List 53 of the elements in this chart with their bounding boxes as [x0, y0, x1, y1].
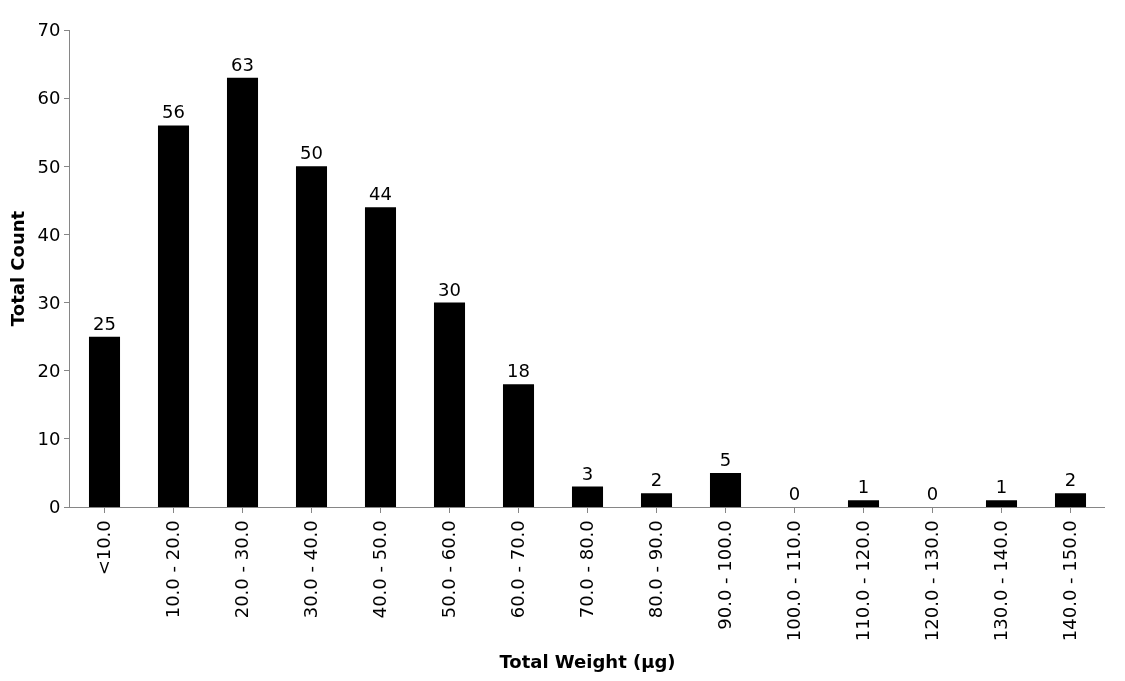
data-label: 0	[926, 483, 939, 504]
data-label: 1	[995, 476, 1008, 498]
data-label: 18	[507, 360, 530, 382]
bar	[571, 486, 604, 507]
data-label: 25	[93, 312, 116, 334]
x-tick-label: 140.0 - 150.0	[1059, 520, 1081, 642]
y-tick-label: 0	[48, 496, 61, 518]
bar	[847, 500, 880, 507]
x-tick-label: 20.0 - 30.0	[231, 520, 253, 619]
y-tick-label: 10	[37, 428, 61, 450]
x-tick-label: <10.0	[93, 520, 115, 576]
bar	[226, 77, 259, 507]
y-tick-label: 20	[37, 360, 61, 382]
y-axis-title: Total Count	[7, 210, 28, 327]
bar	[709, 472, 742, 507]
x-tick-label: 50.0 - 60.0	[438, 520, 460, 619]
x-tick-label: 80.0 - 90.0	[645, 520, 667, 619]
data-label: 63	[231, 53, 254, 75]
bar	[1054, 493, 1087, 507]
y-tick-label: 30	[37, 291, 61, 313]
x-tick-label: 30.0 - 40.0	[300, 520, 322, 619]
bar	[157, 125, 190, 507]
x-tick-label: 110.0 - 120.0	[852, 520, 874, 642]
data-label: 0	[788, 483, 801, 504]
y-tick-label: 70	[37, 19, 61, 41]
data-label: 30	[438, 278, 461, 300]
y-tick-label: 60	[37, 87, 61, 109]
data-label: 44	[369, 183, 392, 205]
x-tick-label: 130.0 - 140.0	[990, 520, 1012, 642]
bar	[985, 500, 1018, 507]
bar	[364, 207, 397, 507]
bar	[502, 384, 535, 507]
x-axis-title: Total Weight (µg)	[499, 651, 676, 673]
x-tick-label: 70.0 - 80.0	[576, 520, 598, 619]
x-tick-label: 120.0 - 130.0	[921, 520, 943, 642]
x-tick-label: 40.0 - 50.0	[369, 520, 391, 619]
bar	[433, 302, 466, 507]
data-label: 50	[300, 142, 323, 164]
data-label: 3	[581, 462, 594, 484]
x-tick-label: 100.0 - 110.0	[783, 520, 805, 642]
bar	[88, 336, 121, 507]
x-tick-label: 10.0 - 20.0	[162, 520, 184, 619]
x-tick-label: 60.0 - 70.0	[507, 520, 529, 619]
bar	[640, 493, 673, 507]
x-tick-label: 90.0 - 100.0	[714, 520, 736, 630]
y-tick-label: 40	[37, 223, 61, 245]
y-tick-label: 50	[37, 155, 61, 177]
data-label: 1	[857, 476, 870, 498]
data-label: 2	[650, 469, 663, 491]
data-label: 56	[162, 101, 185, 123]
bar	[295, 166, 328, 507]
data-label: 2	[1064, 469, 1077, 491]
data-label: 5	[719, 448, 732, 470]
